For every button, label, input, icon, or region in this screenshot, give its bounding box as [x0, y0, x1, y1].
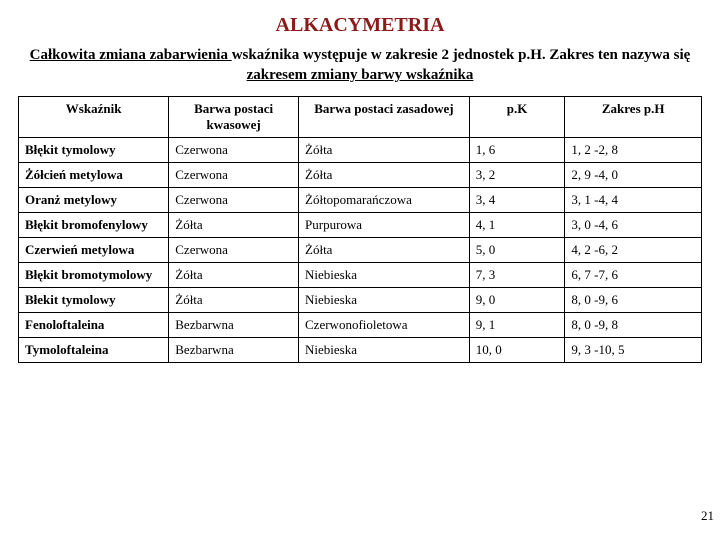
table-cell: 3, 1 -4, 4: [565, 187, 702, 212]
table-cell: Czerwona: [169, 187, 299, 212]
table-cell: Niebieska: [299, 287, 470, 312]
table-cell: 8, 0 -9, 6: [565, 287, 702, 312]
table-cell: 5, 0: [469, 237, 565, 262]
table-row: Błekit tymolowyŻółtaNiebieska9, 08, 0 -9…: [19, 287, 702, 312]
table-cell: 9, 1: [469, 312, 565, 337]
table-cell: Purpurowa: [299, 212, 470, 237]
table-cell: 3, 2: [469, 162, 565, 187]
table-cell: Czerwień metylowa: [19, 237, 169, 262]
col-header: Barwa postaci kwasowej: [169, 96, 299, 137]
table-cell: 8, 0 -9, 8: [565, 312, 702, 337]
table-cell: Żółta: [169, 262, 299, 287]
table-cell: 3, 4: [469, 187, 565, 212]
table-cell: Żółta: [169, 212, 299, 237]
subtitle-part-2: wskaźnika występuje w zakresie 2 jednost…: [232, 47, 691, 63]
table-row: Żółcień metylowaCzerwonaŻółta3, 22, 9 -4…: [19, 162, 702, 187]
table-cell: Czerwona: [169, 237, 299, 262]
table-cell: Tymoloftaleina: [19, 337, 169, 362]
table-row: Błękit bromotymolowyŻółtaNiebieska7, 36,…: [19, 262, 702, 287]
col-header: Barwa postaci zasadowej: [299, 96, 470, 137]
col-header: Wskaźnik: [19, 96, 169, 137]
table-cell: Żółta: [299, 137, 470, 162]
page-number: 21: [701, 508, 714, 524]
table-cell: Bezbarwna: [169, 312, 299, 337]
table-cell: 7, 3: [469, 262, 565, 287]
table-row: TymoloftaleinaBezbarwnaNiebieska10, 09, …: [19, 337, 702, 362]
table-cell: 1, 6: [469, 137, 565, 162]
indicator-table: Wskaźnik Barwa postaci kwasowej Barwa po…: [18, 96, 702, 363]
table-cell: Czerwonofioletowa: [299, 312, 470, 337]
table-cell: Fenoloftaleina: [19, 312, 169, 337]
table-cell: Bezbarwna: [169, 337, 299, 362]
table-cell: 9, 3 -10, 5: [565, 337, 702, 362]
table-row: Czerwień metylowaCzerwonaŻółta5, 04, 2 -…: [19, 237, 702, 262]
table-cell: Niebieska: [299, 262, 470, 287]
col-header: Zakres p.H: [565, 96, 702, 137]
table-cell: 6, 7 -7, 6: [565, 262, 702, 287]
table-cell: 2, 9 -4, 0: [565, 162, 702, 187]
table-cell: Żółta: [299, 237, 470, 262]
table-cell: Błekit tymolowy: [19, 287, 169, 312]
table-cell: 3, 0 -4, 6: [565, 212, 702, 237]
table-cell: Niebieska: [299, 337, 470, 362]
table-cell: Żółtopomarańczowa: [299, 187, 470, 212]
table-cell: 10, 0: [469, 337, 565, 362]
table-cell: Oranż metylowy: [19, 187, 169, 212]
table-header-row: Wskaźnik Barwa postaci kwasowej Barwa po…: [19, 96, 702, 137]
table-row: Błękit bromofenylowyŻółtaPurpurowa4, 13,…: [19, 212, 702, 237]
table-row: Błękit tymolowyCzerwonaŻółta1, 61, 2 -2,…: [19, 137, 702, 162]
table-cell: Żółta: [169, 287, 299, 312]
page-title: ALKACYMETRIA: [18, 14, 702, 37]
table-cell: Błękit bromofenylowy: [19, 212, 169, 237]
page-subtitle: Całkowita zmiana zabarwienia wskaźnika w…: [28, 45, 692, 86]
subtitle-part-1: Całkowita zmiana zabarwienia: [30, 47, 232, 63]
table-cell: Żółta: [299, 162, 470, 187]
table-cell: Błękit bromotymolowy: [19, 262, 169, 287]
table-cell: Czerwona: [169, 162, 299, 187]
table-cell: 1, 2 -2, 8: [565, 137, 702, 162]
col-header: p.K: [469, 96, 565, 137]
table-cell: Błękit tymolowy: [19, 137, 169, 162]
table-cell: Czerwona: [169, 137, 299, 162]
table-cell: Żółcień metylowa: [19, 162, 169, 187]
subtitle-part-3: zakresem zmiany barwy wskaźnika: [247, 67, 474, 83]
table-cell: 4, 2 -6, 2: [565, 237, 702, 262]
table-cell: 4, 1: [469, 212, 565, 237]
table-cell: 9, 0: [469, 287, 565, 312]
table-row: Oranż metylowyCzerwonaŻółtopomarańczowa3…: [19, 187, 702, 212]
table-row: FenoloftaleinaBezbarwnaCzerwonofioletowa…: [19, 312, 702, 337]
